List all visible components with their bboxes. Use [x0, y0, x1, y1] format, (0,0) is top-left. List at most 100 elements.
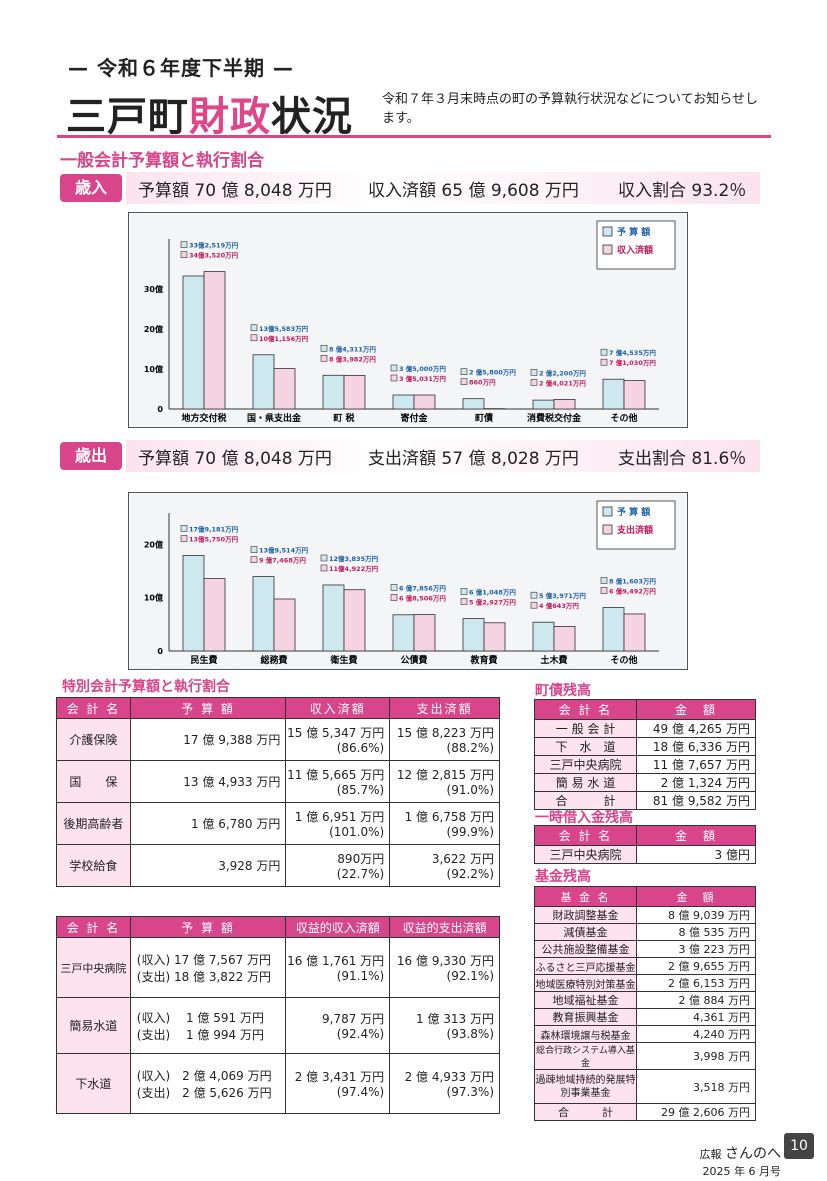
category-label: 寄付金 [400, 412, 428, 424]
fund-amount: 3,518 万円 [636, 1069, 756, 1104]
bar-budget [252, 354, 275, 410]
data-label-actual: 3 億5,031万円 [399, 374, 446, 383]
funds-header-name: 基 金 名 [534, 886, 637, 907]
special-received: 11 億 5,665 万円 (85.7%) [285, 760, 391, 803]
table-row: 合 計 29 億 2,606 万円 [534, 1103, 756, 1121]
enterprise-budget-in: (収入) 2 億 4,069 万円 [136, 1068, 272, 1083]
table-row: 一 般 会 計 49 億 4,265 万円 [534, 719, 756, 738]
special-name: 後期高齢者 [56, 802, 131, 845]
label-swatch-budget [530, 369, 538, 376]
bar-actual [273, 368, 296, 410]
title-part-3: 状況 [271, 94, 353, 140]
legend-label-budget: 予 算 額 [617, 506, 650, 518]
table-row: 三戸中央病院 3 億円 [534, 845, 756, 864]
fund-amount: 2 億 6,153 万円 [636, 974, 756, 992]
table-row: 地域医療特別対策基金 2 億 6,153 万円 [534, 974, 756, 992]
category-label: 国・県支出金 [247, 412, 302, 424]
bar-actual [413, 614, 436, 652]
special-budget: 17 億 9,388 万円 [129, 718, 287, 761]
y-tick-label: 20億 [144, 539, 163, 549]
y-tick-label: 10億 [144, 364, 163, 374]
special-spent: 12 億 2,815 万円 (91.0%) [389, 760, 500, 803]
legend-label-budget: 予 算 額 [617, 226, 650, 238]
data-label-actual: 11億4,922万円 [329, 564, 379, 573]
fund-amount: 8 億 535 万円 [636, 923, 756, 941]
bar-actual [483, 622, 506, 652]
y-tick-label: 0 [157, 647, 163, 656]
label-swatch-budget [180, 241, 188, 248]
data-label-actual: 6 億9,492万円 [609, 586, 656, 595]
special-name: 学校給食 [56, 844, 131, 887]
enterprise-received: 2 億 3,431 万円 (97.4%) [285, 1053, 391, 1114]
bar-budget [322, 584, 345, 652]
label-swatch-actual [250, 334, 258, 342]
legend-label-actual: 支出済額 [616, 524, 653, 536]
loan-amount: 3 億円 [636, 845, 756, 864]
enterprise-received-pct: (91.1%) [336, 969, 385, 983]
data-label-budget: 8 億4,311万円 [329, 344, 376, 353]
special-name: 国 保 [56, 760, 131, 803]
special-spent-amount: 15 億 8,223 万円 [396, 726, 494, 740]
enterprise-budget-out: (支出) 2 億 5,626 万円 [136, 1085, 272, 1100]
special-spent-amount: 1 億 6,758 万円 [404, 810, 494, 824]
special-accounts-table: 会 計 名 予 算 額 収入済額 支出済額 介護保険 17 億 9,388 万円… [56, 697, 500, 887]
label-swatch-budget [530, 591, 538, 599]
bar-budget [532, 399, 555, 410]
label-swatch-actual [530, 379, 538, 386]
enterprise-spent-amount: 1 億 313 万円 [416, 1012, 494, 1026]
debt-amount: 49 億 4,265 万円 [636, 719, 756, 738]
data-label-actual: 860万円 [469, 379, 496, 387]
loan-header-name: 会 計 名 [534, 825, 637, 846]
table-row: 総合行政システム導入基金 3,998 万円 [534, 1042, 756, 1070]
special-received-pct: (22.7%) [336, 867, 385, 881]
bar-budget [392, 614, 415, 652]
y-tick-label: 10億 [144, 593, 163, 603]
special-received: 15 億 5,347 万円 (86.6%) [285, 718, 391, 761]
y-tick-label: 0 [157, 405, 163, 414]
table-row: 合 計 81 億 9,582 万円 [534, 791, 756, 810]
page-subtitle: — 令和６年度下半期 — [68, 56, 294, 80]
data-label-actual: 5 億2,927万円 [469, 597, 516, 606]
enterprise-name: 三戸中央病院 [56, 937, 131, 998]
table-row: 公共施設整備基金 3 億 223 万円 [534, 940, 756, 958]
category-label: その他 [610, 412, 637, 424]
enterprise-spent-amount: 2 億 4,933 万円 [404, 1070, 494, 1084]
category-label: その他 [610, 654, 637, 666]
label-swatch-actual [600, 358, 608, 366]
category-label: 衛生費 [329, 654, 357, 666]
enterprise-header-budget: 予 算 額 [129, 916, 287, 938]
data-label-budget: 33億2,519万円 [189, 241, 239, 250]
label-swatch-actual [460, 598, 468, 605]
bar-budget [182, 275, 205, 410]
table-row: 後期高齢者 1 億 6,780 万円 1 億 6,951 万円 (101.0%) … [56, 802, 500, 845]
special-spent-amount: 3,622 万円 [431, 852, 494, 866]
debt-amount: 18 億 6,336 万円 [636, 737, 756, 756]
special-received: 890万円 (22.7%) [285, 844, 391, 887]
revenue-chart: 0 10億 20億 30億 地方交付税 33億2,519万円 34億3,520万円 国・県支出… [128, 212, 688, 428]
special-received-amount: 1 億 6,951 万円 [294, 810, 385, 824]
bar-budget [252, 576, 275, 652]
legend-label-actual: 収入済額 [617, 244, 653, 256]
label-swatch-actual [600, 587, 608, 594]
label-swatch-budget [180, 525, 188, 532]
data-label-budget: 3 億5,000万円 [399, 364, 446, 373]
header-divider [57, 135, 771, 138]
fund-name: ふるさと三戸応援基金 [534, 957, 637, 975]
data-label-budget: 2 億2,200万円 [539, 368, 586, 377]
debt-name: 簡 易 水 道 [534, 773, 637, 792]
label-swatch-budget [390, 584, 398, 591]
bar-actual [273, 598, 296, 652]
enterprise-budget-out: (支出) 1 億 994 万円 [136, 1027, 264, 1042]
enterprise-budget-in: (収入) 17 億 7,567 万円 [136, 952, 272, 967]
expense-spent: 支出済額 57 億 8,028 万円 [368, 449, 579, 469]
enterprise-spent-amount: 16 億 9,330 万円 [396, 954, 494, 968]
data-label-budget: 17億9,181万円 [189, 524, 239, 533]
category-label: 町 税 [333, 412, 354, 424]
data-label-actual: 13億5,750万円 [189, 534, 239, 543]
fund-name: 過疎地域持続的発展特別事業基金 [534, 1069, 637, 1104]
revenue-received: 収入済額 65 億 9,608 万円 [368, 181, 579, 201]
data-label-budget: 13億9,514万円 [259, 546, 309, 555]
enterprise-name: 簡易水道 [56, 997, 131, 1054]
special-received-pct: (101.0%) [329, 825, 385, 839]
fund-amount: 4,240 万円 [636, 1025, 756, 1043]
